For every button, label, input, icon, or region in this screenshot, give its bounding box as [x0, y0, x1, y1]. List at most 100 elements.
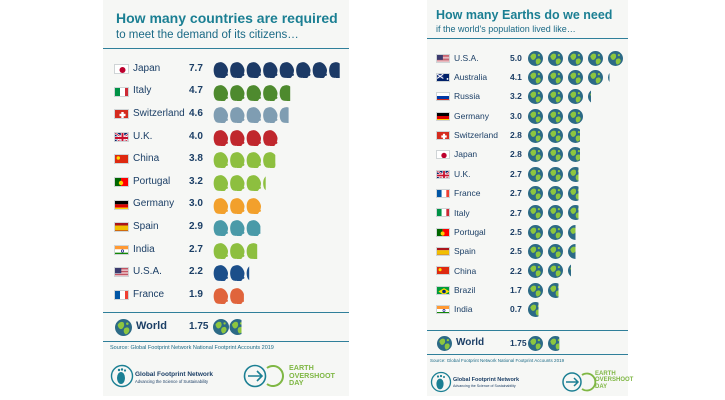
france-flag — [114, 290, 129, 300]
row-value: 4.0 — [189, 130, 203, 142]
row-label: Australia — [454, 72, 488, 83]
country-icon — [246, 175, 261, 191]
earth-overshoot-day-icon-right — [562, 372, 597, 392]
earth-icon — [568, 244, 576, 259]
country-icon — [246, 129, 261, 146]
row-label: France — [454, 188, 481, 199]
earth-overshoot-day-text-left: EARTH OVERSHOOT DAY — [289, 363, 335, 388]
icon-bar — [213, 62, 340, 78]
icon-bar — [528, 224, 576, 240]
gfn-footprint-logo-right — [430, 371, 452, 393]
row-label: U.K. — [454, 168, 471, 179]
row-value: 2.7 — [510, 188, 522, 199]
france-flag — [436, 188, 450, 198]
spain-flag — [114, 222, 129, 233]
country-icon — [230, 288, 244, 304]
row-label: U.S.A. — [454, 52, 479, 63]
row-label: India — [133, 243, 155, 255]
country-icon — [230, 175, 245, 191]
earth-icon — [568, 69, 583, 85]
gfn-tagline-right: Advancing the Science of Sustainability — [453, 384, 516, 388]
world-icon-bar — [213, 319, 242, 335]
icon-bar — [213, 107, 289, 124]
country-icon — [213, 62, 228, 78]
earth-icon — [528, 263, 543, 279]
world-label: World — [456, 336, 485, 348]
earth-icon — [568, 108, 583, 124]
icon-bar — [528, 108, 583, 124]
left-world-rule-bottom — [103, 341, 349, 342]
earth-icon — [528, 127, 543, 143]
country-icon — [213, 84, 228, 101]
row-label: Italy — [133, 85, 152, 97]
earth-icon — [528, 108, 543, 124]
country-icon — [213, 107, 228, 124]
row-value: 2.2 — [189, 266, 203, 278]
gfn-tagline-left: Advancing the Science of Sustainability — [135, 379, 209, 384]
row-label: Portugal — [454, 226, 486, 237]
icon-bar — [528, 89, 591, 105]
earth-icon — [568, 50, 583, 66]
row-value: 3.2 — [510, 91, 522, 102]
country-icon — [213, 288, 228, 304]
row-label: Germany — [133, 198, 175, 210]
earth-icon — [528, 69, 543, 85]
country-icon — [230, 197, 245, 214]
row-value: 4.6 — [189, 108, 203, 119]
earth-icon — [608, 50, 623, 66]
row-label: Brazil — [454, 284, 476, 295]
row-label: Germany — [454, 110, 489, 121]
icon-bar — [213, 220, 261, 237]
icon-bar — [213, 265, 250, 282]
world-value: 1.75 — [510, 337, 527, 348]
icon-bar — [213, 175, 266, 191]
country-icon — [213, 129, 228, 146]
country-icon — [263, 129, 278, 146]
icon-bar — [528, 147, 580, 163]
country-icon — [263, 152, 276, 169]
right-world-rule-top — [427, 330, 628, 331]
row-value: 7.7 — [189, 62, 203, 74]
china-flag — [436, 266, 450, 276]
earth-icon — [548, 147, 563, 163]
row-value: 2.2 — [510, 265, 522, 276]
india-flag — [436, 305, 450, 315]
row-label: U.S.A. — [133, 266, 162, 278]
country-icon — [213, 265, 228, 282]
country-icon — [246, 220, 261, 237]
earth-icon — [528, 50, 543, 66]
earth-icon — [568, 205, 579, 221]
earth-icon — [548, 282, 559, 298]
row-value: 2.7 — [510, 168, 522, 179]
icon-bar — [528, 127, 580, 143]
earth-icon — [528, 282, 543, 298]
gfn-footprint-logo-left — [110, 364, 134, 388]
icon-bar — [528, 263, 571, 279]
switzerland-flag — [436, 130, 450, 140]
country-icon — [213, 242, 228, 259]
germany-flag — [114, 199, 129, 210]
earth-icon — [568, 166, 579, 182]
earth-icon — [608, 72, 610, 82]
earth-icon — [568, 224, 576, 240]
row-value: 2.5 — [510, 246, 522, 257]
row-label: Japan — [133, 62, 161, 74]
earth-icon — [528, 89, 543, 105]
icon-bar — [213, 242, 258, 259]
country-icon — [246, 107, 261, 124]
earth-icon — [528, 147, 543, 163]
right-world-rule-bottom — [427, 354, 628, 355]
country-icon — [213, 175, 228, 191]
country-icon — [246, 152, 261, 169]
country-icon — [263, 62, 278, 78]
earth-icon — [548, 335, 560, 351]
earth-icon — [548, 185, 563, 201]
switzerland-flag — [114, 109, 129, 120]
earth-overshoot-day-text-right: EARTH OVERSHOOT DAY — [595, 371, 634, 390]
row-value: 1.9 — [189, 288, 203, 300]
row-label: Spain — [133, 221, 159, 232]
world-globe-icon — [437, 335, 452, 351]
country-icon — [230, 220, 245, 237]
earth-overshoot-day-icon-left — [243, 364, 284, 388]
left-world-rule-top — [103, 312, 349, 313]
